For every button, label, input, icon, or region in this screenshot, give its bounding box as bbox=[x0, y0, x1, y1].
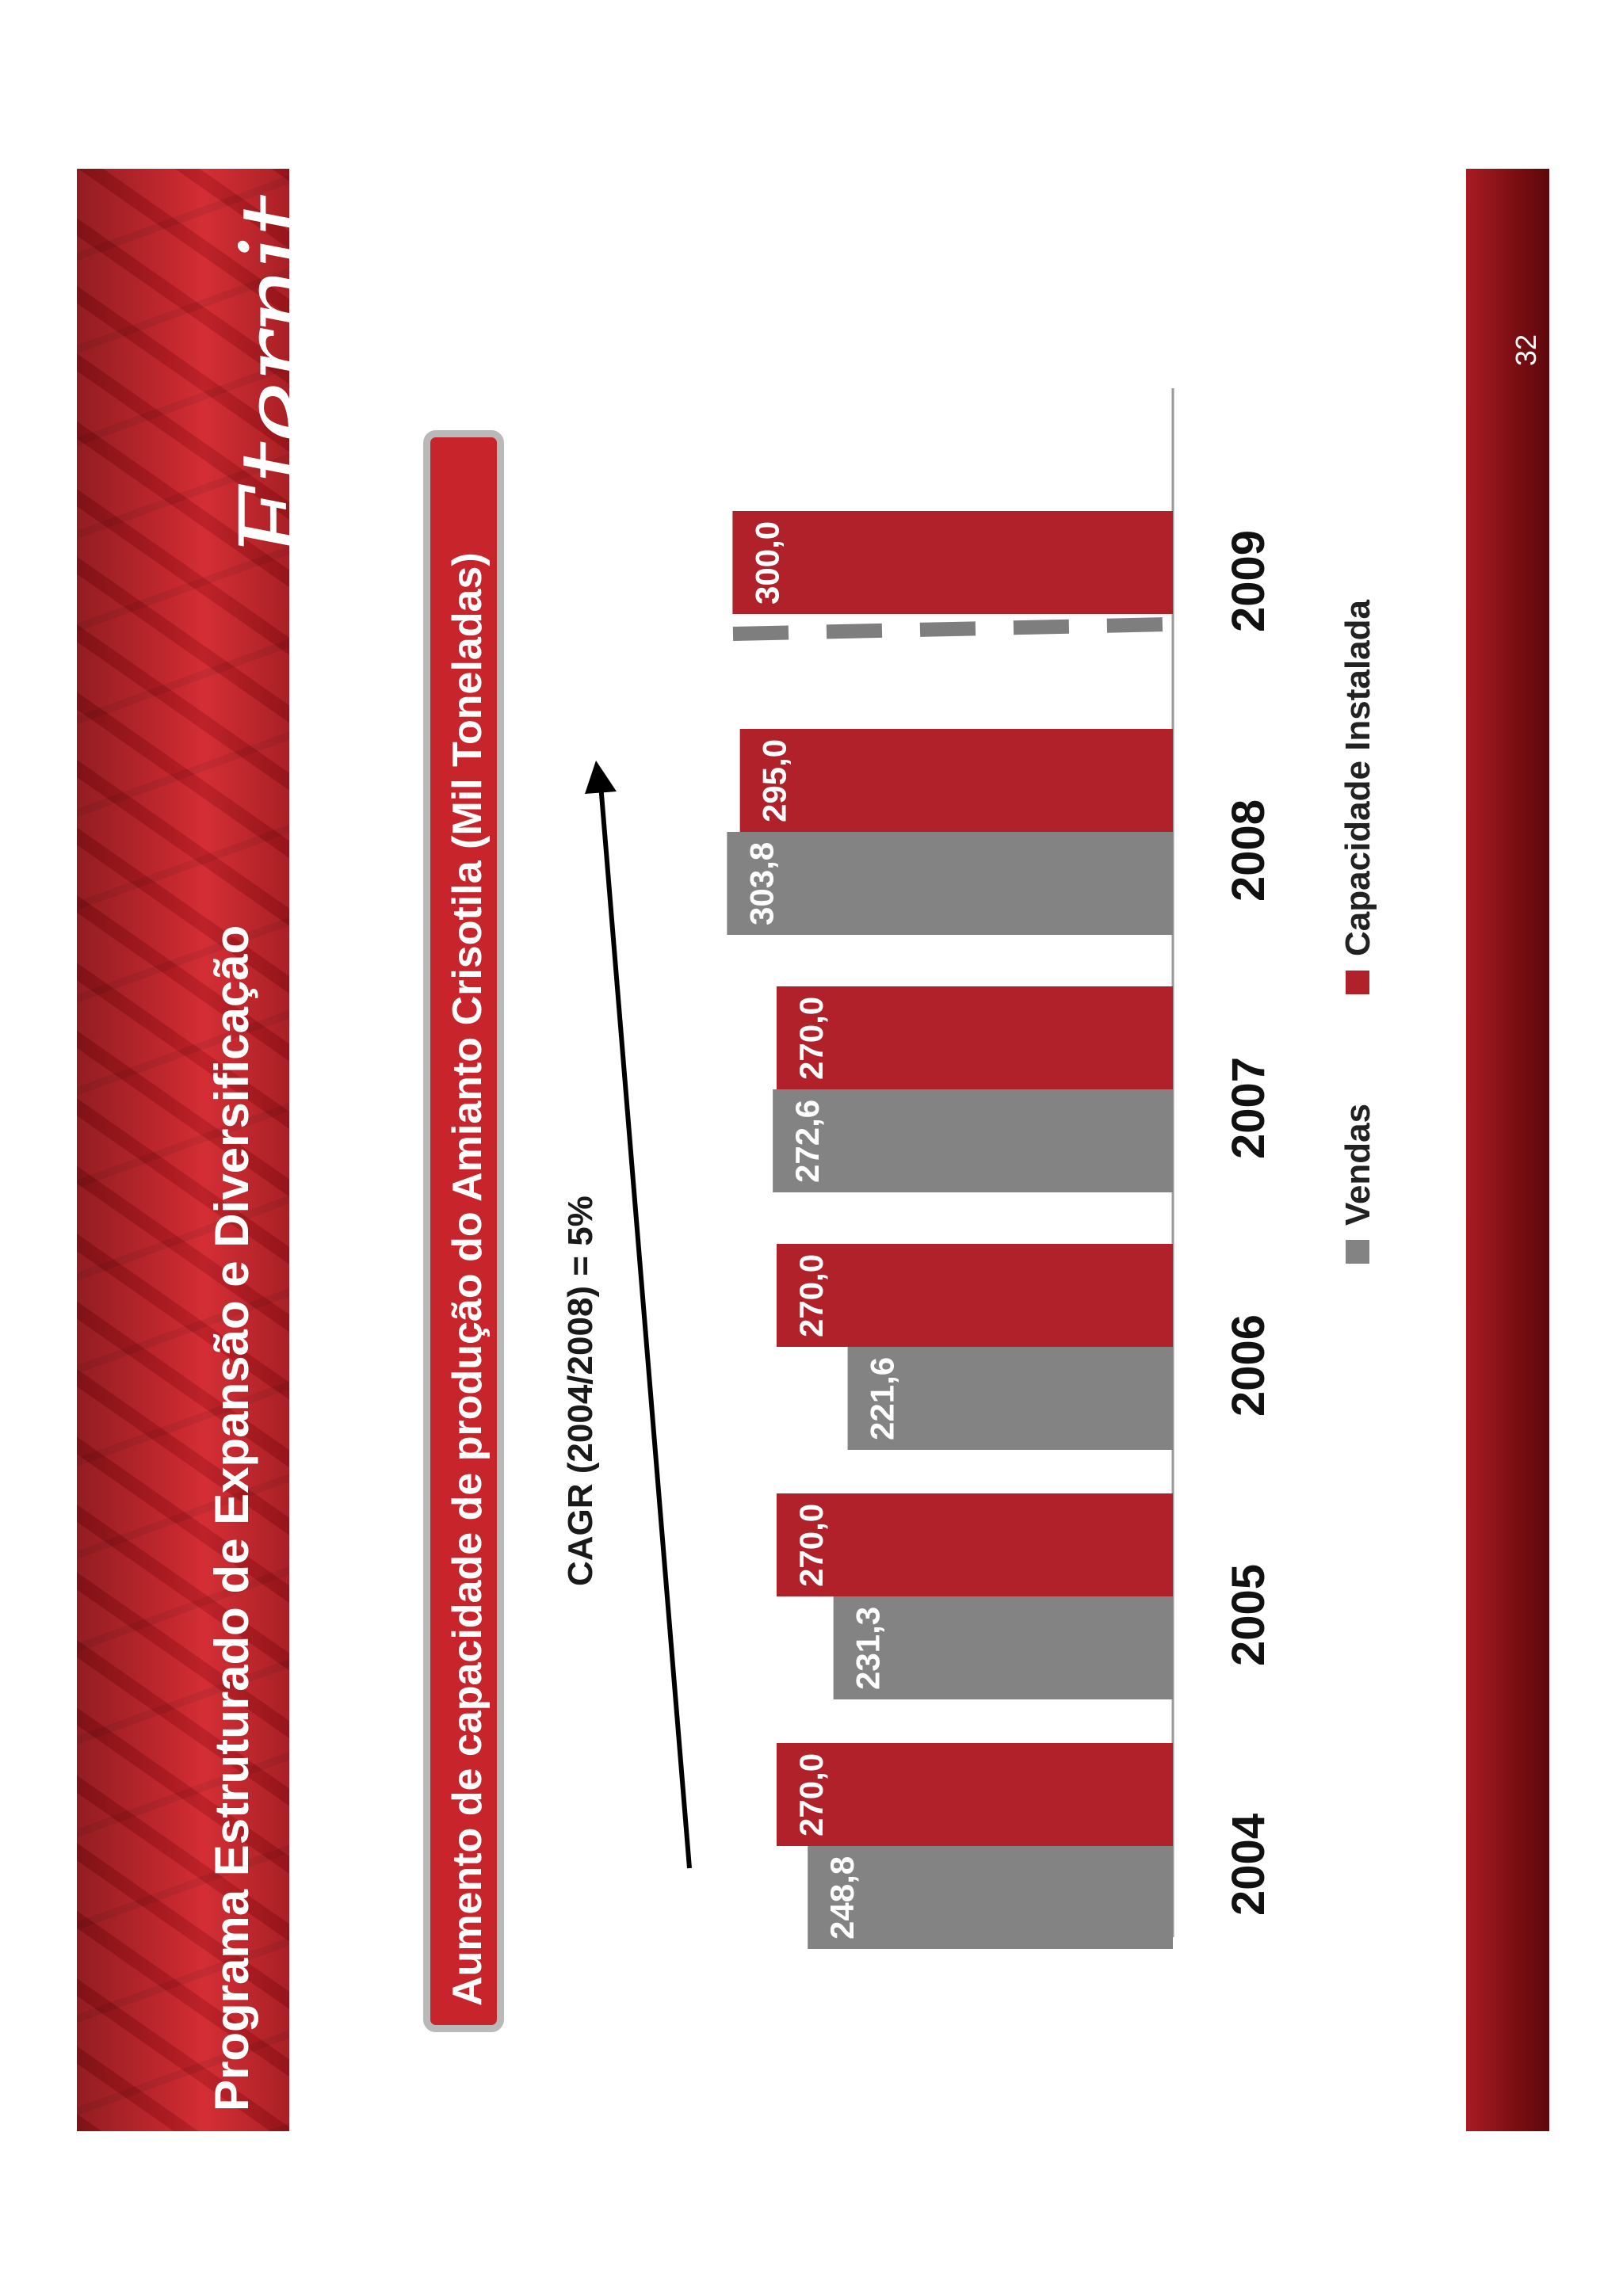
data-label-vendas-2005: 231,3 bbox=[850, 1607, 887, 1690]
footer-bar bbox=[1466, 169, 1549, 2131]
bar-vendas-2007 bbox=[773, 1089, 1173, 1192]
data-label-vendas-2006: 221,6 bbox=[864, 1357, 901, 1440]
bar-capacidade-2009 bbox=[732, 511, 1173, 614]
header-banner bbox=[77, 169, 289, 2131]
cagr-arrow-line bbox=[598, 784, 692, 1869]
legend-label-capacidade: Capacidade Instalada bbox=[1338, 600, 1377, 956]
data-label-capacidade-2008: 295,0 bbox=[756, 739, 793, 822]
bar-vendas-2008 bbox=[727, 832, 1173, 935]
data-label-vendas-2008: 303,8 bbox=[743, 842, 780, 925]
legend-swatch-capacidade bbox=[1346, 971, 1369, 994]
category-label-2005: 2005 bbox=[1223, 1564, 1274, 1666]
data-label-capacidade-2009: 300,0 bbox=[748, 521, 785, 605]
category-label-2006: 2006 bbox=[1223, 1314, 1274, 1417]
data-label-vendas-2007: 272,6 bbox=[789, 1100, 826, 1183]
data-label-capacidade-2007: 270,0 bbox=[792, 997, 830, 1080]
category-label-2007: 2007 bbox=[1223, 1057, 1274, 1159]
bar-vendas-2006 bbox=[847, 1347, 1173, 1450]
bar-capacidade-2005 bbox=[776, 1493, 1173, 1596]
bar-capacidade-2004 bbox=[776, 1743, 1173, 1846]
data-label-capacidade-2005: 270,0 bbox=[792, 1504, 830, 1587]
bar-capacidade-2007 bbox=[776, 986, 1173, 1089]
data-label-vendas-2004: 248,8 bbox=[823, 1856, 861, 1939]
cagr-arrow-head bbox=[585, 761, 617, 794]
category-label-2008: 2008 bbox=[1223, 799, 1274, 902]
legend-label-vendas: Vendas bbox=[1338, 1104, 1377, 1226]
bar-vendas-2005 bbox=[833, 1596, 1173, 1699]
category-label-2009: 2009 bbox=[1223, 530, 1274, 632]
legend-swatch-vendas bbox=[1346, 1240, 1369, 1264]
data-label-capacidade-2004: 270,0 bbox=[792, 1753, 830, 1836]
subtitle-box bbox=[423, 430, 504, 2032]
bar-vendas-2004 bbox=[808, 1846, 1173, 1949]
bar-capacidade-2006 bbox=[776, 1244, 1173, 1347]
forecast-separator bbox=[732, 617, 1170, 641]
category-label-2004: 2004 bbox=[1223, 1814, 1274, 1916]
data-label-capacidade-2006: 270,0 bbox=[792, 1254, 830, 1337]
bar-capacidade-2008 bbox=[739, 729, 1173, 832]
